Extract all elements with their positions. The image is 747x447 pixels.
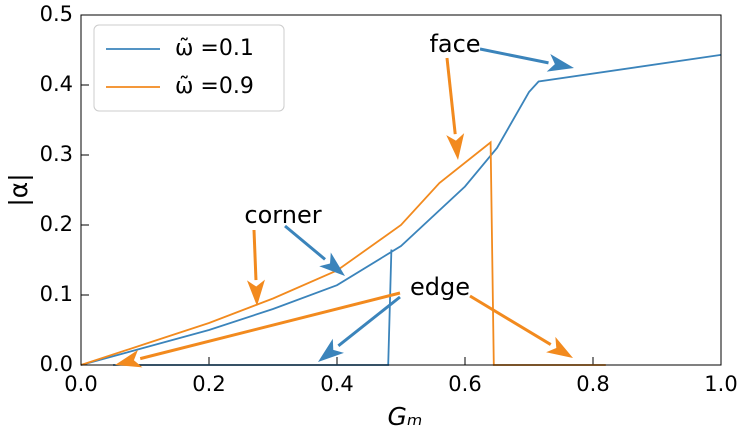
arrow-shaft: [284, 224, 326, 261]
x-tick-label: 0.8: [576, 372, 609, 396]
arrow-head: [246, 279, 265, 306]
legend-label: ω̃ =0.9: [175, 74, 254, 99]
arrow-shaft: [139, 291, 401, 361]
arrow-head: [546, 54, 574, 72]
arrow-shaft: [469, 294, 552, 346]
y-tick-label: 0.4: [40, 72, 73, 96]
arrow-head: [318, 338, 344, 362]
x-tick-label: 0.6: [448, 372, 481, 396]
x-tick-label: 0.0: [64, 372, 97, 396]
arrow-shaft: [445, 57, 457, 135]
y-axis-label: |α|: [4, 173, 33, 206]
y-tick-label: 0.2: [40, 212, 73, 236]
annotation: edge: [410, 273, 470, 301]
arrow-head: [319, 252, 345, 276]
x-tick-label: 1.0: [704, 372, 737, 396]
y-tick-label: 0.3: [40, 142, 73, 166]
x-tick-label: 0.4: [320, 372, 353, 396]
x-tick-label: 0.2: [192, 372, 225, 396]
y-tick-label: 0.5: [40, 2, 73, 26]
arrow-shaft: [479, 47, 549, 65]
arrow-shaft: [337, 295, 401, 348]
arrow-shaft: [252, 229, 258, 281]
legend-label: ω̃ =0.1: [175, 36, 254, 61]
x-axis-label: Gₘ: [388, 402, 423, 431]
arrow-head: [546, 336, 573, 358]
arrow-head: [446, 133, 465, 160]
annotation: face: [429, 30, 480, 58]
plot-frame: [80, 14, 722, 366]
annotation: corner: [244, 201, 321, 229]
arrow-head: [115, 349, 143, 368]
series-line: [80, 140, 606, 366]
y-tick-label: 0.1: [40, 282, 73, 306]
legend-box: [93, 24, 285, 112]
legend: ω̃ =0.1 ω̃ =0.9: [93, 24, 285, 112]
y-tick-label: 0.0: [40, 352, 73, 376]
